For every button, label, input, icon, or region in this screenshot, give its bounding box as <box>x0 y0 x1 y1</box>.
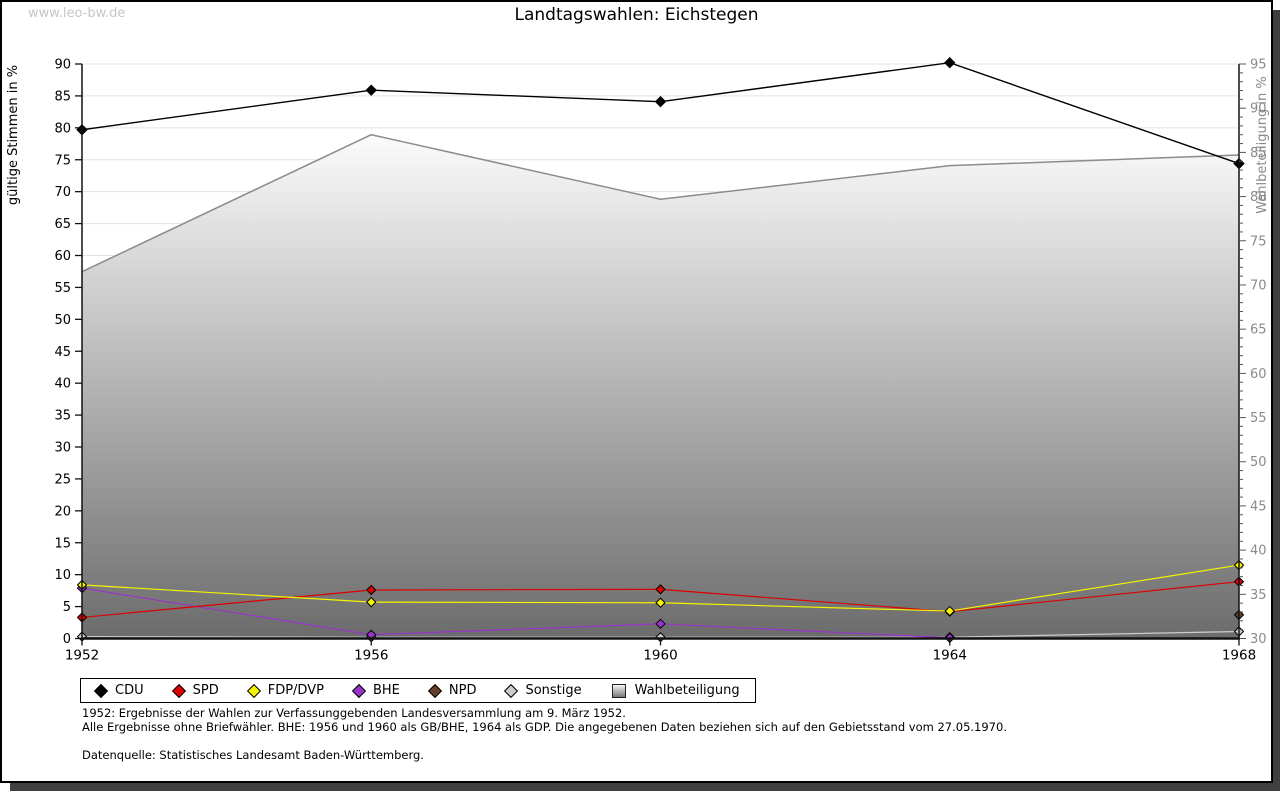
svg-text:85: 85 <box>1250 146 1267 161</box>
svg-text:45: 45 <box>1250 499 1267 514</box>
svg-text:90: 90 <box>1250 102 1267 117</box>
svg-text:65: 65 <box>1250 323 1267 338</box>
legend-item-fdp-dvp: FDP/DVP <box>246 683 324 698</box>
legend-marker <box>504 683 519 698</box>
series-cdu-line <box>76 57 1245 170</box>
svg-text:80: 80 <box>1250 190 1267 205</box>
legend-marker <box>351 683 367 698</box>
svg-text:65: 65 <box>54 217 71 232</box>
drop-shadow-bottom <box>10 783 1280 791</box>
svg-text:80: 80 <box>54 121 71 136</box>
svg-text:60: 60 <box>54 249 71 264</box>
legend-label: BHE <box>372 683 400 698</box>
data-source: Datenquelle: Statistisches Landesamt Bad… <box>82 748 424 762</box>
legend-item-sonstige: Sonstige <box>504 683 582 698</box>
svg-text:30: 30 <box>1250 632 1267 647</box>
svg-text:70: 70 <box>1250 278 1267 293</box>
svg-text:55: 55 <box>1250 411 1267 426</box>
svg-text:0: 0 <box>63 632 71 647</box>
svg-text:45: 45 <box>54 345 71 360</box>
svg-text:20: 20 <box>54 504 71 519</box>
svg-text:50: 50 <box>1250 455 1267 470</box>
svg-text:25: 25 <box>54 472 71 487</box>
svg-text:90: 90 <box>54 58 71 73</box>
x-axis-ticks: 1952 1956 1960 1964 1968 <box>65 638 1256 664</box>
svg-text:95: 95 <box>1250 58 1267 73</box>
legend-item-cdu: CDU <box>93 683 144 698</box>
svg-text:60: 60 <box>1250 367 1267 382</box>
svg-text:50: 50 <box>54 313 71 328</box>
watermark: www.leo-bw.de <box>28 6 126 21</box>
legend-item-spd: SPD <box>171 683 219 698</box>
svg-text:40: 40 <box>1250 544 1267 559</box>
legend-item-wahlbeteiligung: Wahlbeteiligung <box>611 683 740 698</box>
chart-title: Landtagswahlen: Eichstegen <box>514 5 759 25</box>
svg-text:10: 10 <box>54 568 71 583</box>
legend-item-bhe: BHE <box>351 683 400 698</box>
svg-text:30: 30 <box>54 441 71 456</box>
svg-text:75: 75 <box>1250 234 1267 249</box>
svg-text:75: 75 <box>54 153 71 168</box>
drop-shadow-right <box>1273 10 1280 791</box>
svg-text:1956: 1956 <box>354 648 388 664</box>
legend-marker <box>427 683 442 698</box>
svg-text:70: 70 <box>54 185 71 200</box>
svg-text:55: 55 <box>54 281 71 296</box>
right-axis-ticks: 30 35 40 45 50 55 60 65 70 75 80 85 90 95 <box>1239 58 1267 647</box>
svg-text:1964: 1964 <box>933 648 967 664</box>
series-wahlbeteiligung-area <box>81 133 1240 639</box>
svg-text:1960: 1960 <box>643 648 677 664</box>
left-axis-ticks: 0 5 10 15 20 25 30 35 40 45 50 55 60 65 70 75 80 85 90 <box>54 58 82 647</box>
legend-label: FDP/DVP <box>267 683 324 698</box>
right-axis-title: Wahlbeteiligung in % <box>1255 76 1270 213</box>
left-axis-title: gültige Stimmen in % <box>6 65 21 205</box>
footnote-line-1: 1952: Ergebnisse der Wahlen zur Verfassu… <box>82 706 626 720</box>
svg-text:40: 40 <box>54 377 71 392</box>
legend-label: Wahlbeteiligung <box>634 683 740 698</box>
svg-text:1968: 1968 <box>1222 648 1256 664</box>
legend-marker <box>246 683 261 698</box>
svg-text:35: 35 <box>1250 588 1267 603</box>
legend-item-npd: NPD <box>427 683 477 698</box>
plot-area: 0 5 10 15 20 25 30 35 40 45 50 55 60 65 70 75 80 85 90 30 35… <box>6 57 1270 664</box>
footnotes: 1952: Ergebnisse der Wahlen zur Verfassu… <box>82 706 1007 734</box>
svg-text:85: 85 <box>54 89 71 104</box>
legend-label: NPD <box>448 683 477 698</box>
legend-marker <box>93 683 109 698</box>
legend-label: Sonstige <box>525 683 582 698</box>
svg-text:35: 35 <box>54 409 71 424</box>
legend-label: CDU <box>115 683 144 698</box>
svg-text:15: 15 <box>54 536 71 551</box>
svg-text:1952: 1952 <box>65 648 99 664</box>
legend-marker <box>171 683 186 698</box>
legend: CDU SPD FDP/DVP BHE NPD Sonstige Wahlbeteiligu… <box>80 678 756 703</box>
svg-text:5: 5 <box>63 600 71 615</box>
footnote-line-2: Alle Ergebnisse ohne Briefwähler. BHE: 1… <box>82 719 1007 734</box>
legend-marker <box>611 683 626 698</box>
legend-label: SPD <box>192 683 219 698</box>
